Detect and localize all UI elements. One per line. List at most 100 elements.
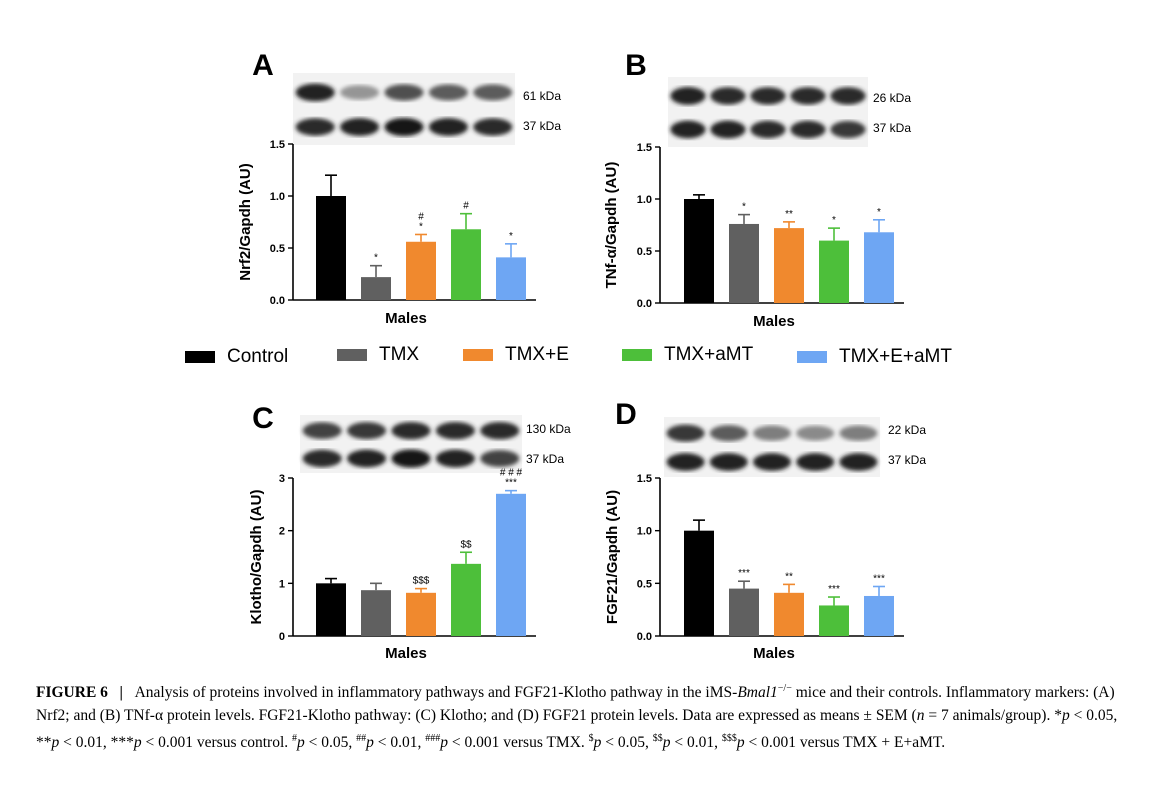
blot-band (340, 85, 380, 100)
y-tick-label: 1.5 (270, 139, 285, 151)
blot-band (709, 425, 748, 442)
blot-kda-label-bottom: 37 kDa (873, 121, 911, 135)
y-tick-label: 0.0 (637, 298, 652, 310)
legend-label-tmx: TMX (379, 344, 420, 365)
blot-band (435, 449, 475, 468)
caption-hash-3: ### (425, 733, 441, 745)
blot-kda-label-top: 61 kDa (523, 89, 561, 103)
blot-kda-label-top: 26 kDa (873, 91, 911, 105)
y-tick-label: 0.0 (637, 631, 652, 643)
caption-p-5: p (366, 734, 374, 752)
x-axis-label: Males (753, 645, 795, 662)
blot-band (391, 449, 431, 468)
caption-p-1: p (1061, 707, 1070, 725)
blot-band (839, 453, 878, 471)
caption-s9: < 0.001 versus TMX + E+aMT. (744, 734, 946, 752)
significance-label-secondary: # # # (500, 468, 523, 479)
panel-letter-b: B (625, 49, 647, 82)
y-tick-label: 0.5 (637, 246, 652, 258)
panel-b: B 26 kDa 37 kDa 0.0 0.5 1.0 1.5 TNf-α/Gapdh (AU… (603, 49, 911, 330)
caption-p-4: p (297, 734, 305, 752)
caption-gene: Bmal1 (737, 684, 778, 702)
blot-band (384, 84, 424, 101)
bar-tmx-e (774, 592, 804, 636)
bar-control (684, 199, 714, 303)
caption-s3: < 0.001 versus control. (141, 734, 293, 752)
caption-s4: < 0.05, (304, 734, 357, 752)
bar-tmx (729, 223, 759, 303)
y-tick-label: 0 (279, 631, 285, 643)
significance-label: ** (785, 571, 793, 582)
caption-hash-2: ## (356, 733, 367, 745)
panel-d: D 22 kDa 37 kDa 0.0 0.5 1.0 1.5 FGF21/Gapdh (AU… (604, 398, 926, 662)
caption-p-7: p (593, 734, 602, 752)
y-tick-label: 1.0 (270, 191, 285, 203)
blot-band (790, 87, 826, 105)
blot-band (295, 118, 335, 136)
blot-band (428, 84, 468, 101)
y-tick-label: 1.5 (637, 473, 652, 485)
significance-label: * (509, 231, 513, 242)
bar-tmx (729, 588, 759, 636)
legend-swatch-tmx-amt (622, 349, 652, 361)
blot-band (391, 421, 431, 440)
bar-tmx-amt (819, 240, 849, 303)
blot-band (384, 118, 424, 136)
blot-band (752, 425, 792, 441)
significance-label: # (463, 201, 469, 212)
significance-label: * (374, 253, 378, 264)
bar-control (316, 583, 346, 636)
caption-dollar-2: $$ (652, 733, 663, 745)
y-tick-label: 0.5 (637, 578, 652, 590)
bar-tmx-e (406, 241, 436, 300)
bar-tmx-e (406, 592, 436, 636)
panel-letter-d: D (615, 398, 637, 431)
blot-band (428, 118, 468, 136)
blot-kda-label-bottom: 37 kDa (526, 452, 564, 466)
caption-hash-1: # (292, 733, 298, 745)
y-tick-label: 0.0 (270, 295, 285, 307)
blot-band (839, 425, 878, 441)
panel-letter-c: C (252, 402, 274, 435)
panel-letter-a: A (252, 49, 274, 82)
caption-text-1: Analysis of proteins involved in inflamm… (134, 684, 738, 702)
significance-label: ** (785, 209, 793, 220)
blot-band (710, 87, 746, 105)
bar-tmx-amt (451, 563, 481, 636)
blot-band (670, 87, 706, 105)
x-axis-label: Males (753, 313, 795, 330)
significance-label: * (832, 215, 836, 226)
caption-text-2: mice and their controls. Inflammatory ma… (36, 684, 1115, 725)
caption-gene-sup: −/− (777, 683, 792, 694)
legend-item-tmx-e: TMX+E (463, 344, 569, 366)
caption-p-6: p (440, 734, 449, 752)
blot-band (790, 120, 826, 139)
blot-band (347, 449, 387, 468)
figure-caption: FIGURE 6 | Analysis of proteins involved… (36, 677, 1126, 754)
bar-tmx-e-amt (864, 232, 894, 303)
blot-band (830, 120, 866, 139)
caption-p-9: p (736, 734, 745, 752)
blot-band (709, 453, 748, 471)
panel-a: A 61 kDa 37 kDa 0.0 0.5 1.0 1.5 Nrf2/Gapdh (AU)… (237, 49, 561, 327)
legend-item-tmx-e-amt: TMX+E+aMT (797, 346, 952, 368)
legend-label-tmx-e: TMX+E (505, 344, 569, 365)
western-blot-d (664, 417, 880, 477)
bar-tmx (361, 590, 391, 636)
blot-band (750, 120, 786, 139)
blot-band (473, 84, 513, 101)
legend-swatch-control (185, 351, 215, 363)
blot-band (670, 120, 706, 139)
blot-band (796, 425, 835, 441)
caption-n: n (916, 707, 925, 725)
caption-dollar-3: $$$ (721, 733, 737, 745)
y-tick-label: 3 (279, 473, 285, 485)
caption-dollar-1: $ (588, 733, 594, 745)
significance-label-secondary: # (418, 211, 424, 222)
blot-band (340, 118, 380, 136)
caption-text-3: = 7 animals/group). * (924, 707, 1062, 725)
x-axis-label: Males (385, 310, 427, 327)
legend-label-tmx-e-amt: TMX+E+aMT (839, 346, 952, 367)
legend-swatch-tmx-e (463, 349, 493, 361)
